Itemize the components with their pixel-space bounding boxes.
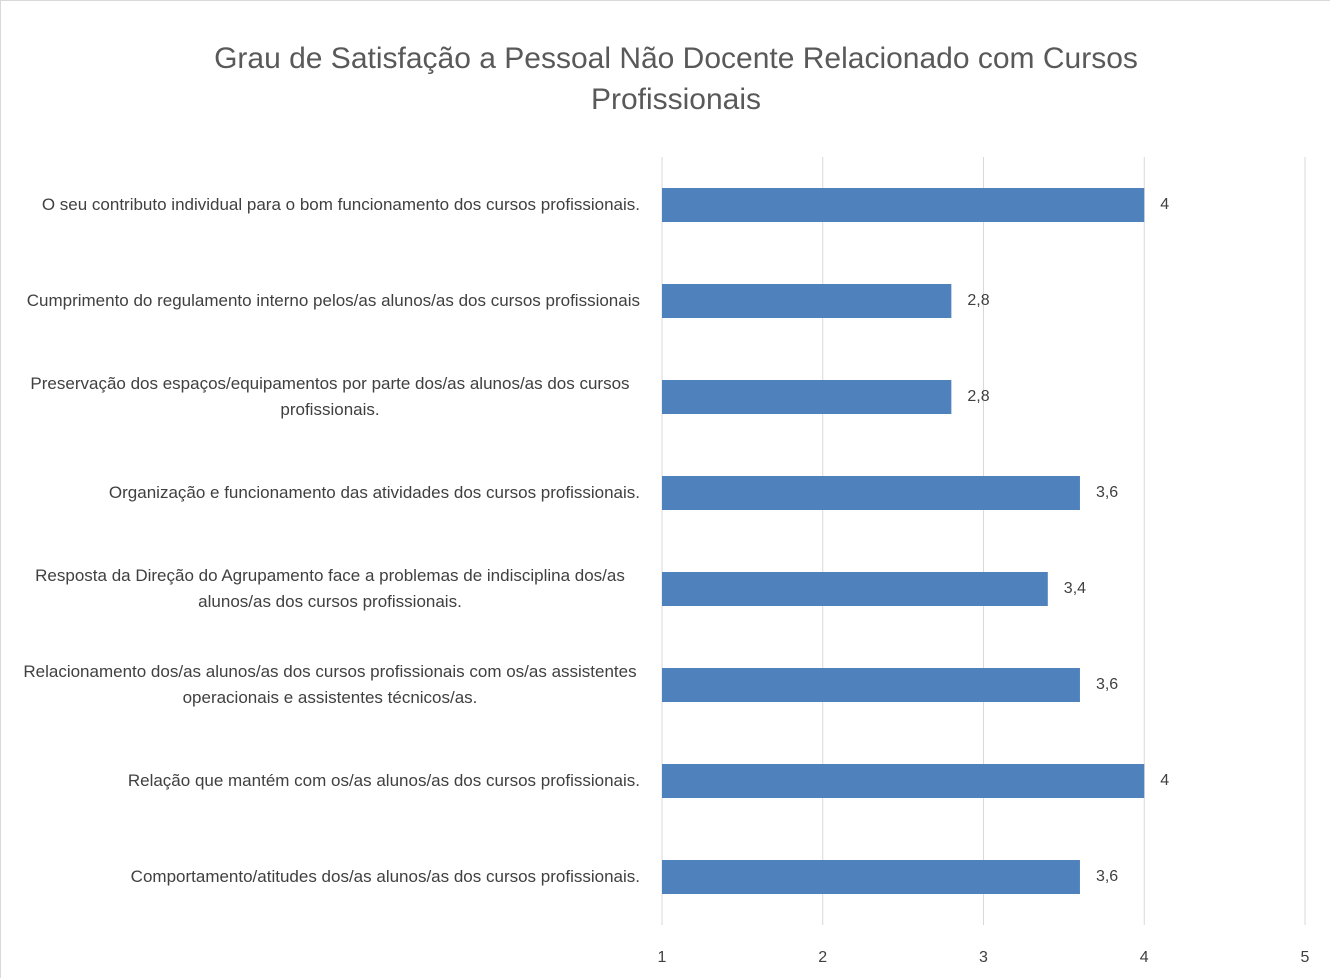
- x-tick-label: 5: [1301, 949, 1310, 966]
- data-label: 2,8: [967, 292, 989, 309]
- bar: [662, 284, 952, 318]
- y-tick-label: Preservação dos espaços/equipamentos por…: [30, 374, 630, 419]
- bar: [662, 572, 1048, 606]
- data-label: 4: [1160, 772, 1169, 789]
- bar: [662, 668, 1080, 702]
- y-tick-label: Comportamento/atitudes dos/as alunos/as …: [130, 867, 640, 886]
- bar: [662, 764, 1145, 798]
- x-tick-label: 1: [658, 949, 667, 966]
- bar: [662, 476, 1080, 510]
- x-tick-label: 2: [818, 949, 827, 966]
- x-tick-label: 3: [979, 949, 988, 966]
- y-tick-label: Cumprimento do regulamento interno pelos…: [26, 291, 640, 310]
- data-label: 3,6: [1096, 676, 1118, 693]
- x-tick-label: 4: [1140, 949, 1149, 966]
- y-tick-label: Relacionamento dos/as alunos/as dos curs…: [23, 662, 637, 707]
- data-label: 3,4: [1064, 580, 1086, 597]
- bar: [662, 188, 1145, 222]
- data-label: 4: [1160, 196, 1169, 213]
- chart-title: Grau de Satisfação a Pessoal Não Docente…: [214, 42, 1138, 116]
- data-label: 3,6: [1096, 484, 1118, 501]
- data-label: 2,8: [967, 388, 989, 405]
- bar: [662, 380, 952, 414]
- data-label: 3,6: [1096, 868, 1118, 885]
- y-tick-label: Organização e funcionamento das atividad…: [108, 483, 640, 502]
- bar: [662, 860, 1080, 894]
- y-tick-label: O seu contributo individual para o bom f…: [41, 195, 640, 214]
- y-tick-label: Resposta da Direção do Agrupamento face …: [35, 566, 625, 611]
- y-tick-label: Relação que mantém com os/as alunos/as d…: [127, 771, 640, 790]
